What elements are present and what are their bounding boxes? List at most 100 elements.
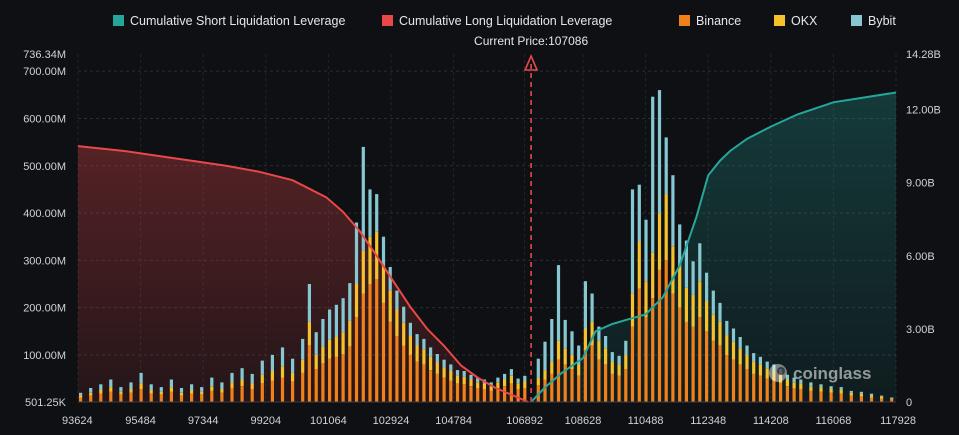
bar-binance xyxy=(476,388,480,402)
bar-binance xyxy=(368,284,372,402)
bar-bybit xyxy=(583,281,587,329)
bar-binance xyxy=(190,393,194,402)
bar-binance xyxy=(859,396,863,402)
bar-okx xyxy=(785,379,789,387)
bar-binance xyxy=(109,391,113,402)
bar-bybit xyxy=(849,390,853,393)
bar-binance xyxy=(301,372,305,402)
bar-binance xyxy=(597,359,601,402)
bar-binance xyxy=(321,363,325,402)
bar-bybit xyxy=(657,90,662,214)
y-right-tick-label: 3.00B xyxy=(906,324,935,336)
bar-okx xyxy=(455,375,460,384)
bar-okx xyxy=(402,322,406,346)
bar-okx xyxy=(119,391,123,395)
bar-okx xyxy=(809,386,813,391)
bar-bybit xyxy=(109,379,113,388)
bar-bybit xyxy=(321,319,325,347)
bar-okx xyxy=(149,389,153,394)
bar-binance xyxy=(711,340,715,402)
bar-okx xyxy=(220,389,224,393)
x-tick-label: 97344 xyxy=(188,415,219,427)
bar-okx xyxy=(129,389,133,393)
bar-binance xyxy=(388,321,392,402)
bar-bybit xyxy=(179,388,184,393)
bar-okx xyxy=(583,328,587,351)
bar-bybit xyxy=(129,382,133,389)
bar-bybit xyxy=(590,293,594,322)
current-price-arrow xyxy=(523,53,539,71)
y-left-tick-label: 400.00M xyxy=(23,208,66,220)
bar-okx xyxy=(819,387,823,392)
bar-binance xyxy=(89,395,93,402)
bar-binance xyxy=(270,380,274,402)
bar-binance xyxy=(250,389,254,402)
bar-bybit xyxy=(651,96,655,253)
short-cumulative-line xyxy=(530,91,897,403)
bar-bybit xyxy=(785,374,789,380)
bar-okx xyxy=(779,374,783,384)
bar-bybit xyxy=(381,236,386,266)
bar-bybit xyxy=(314,332,318,355)
bar-binance xyxy=(280,377,285,402)
bar-bybit xyxy=(809,382,813,387)
bar-bybit xyxy=(563,319,567,349)
bar-okx xyxy=(301,359,305,373)
bar-okx xyxy=(334,337,338,357)
bar-okx xyxy=(745,354,749,370)
bar-binance xyxy=(678,307,682,402)
bar-bybit xyxy=(260,360,264,375)
bar-binance xyxy=(489,390,493,402)
legend: Cumulative Short Liquidation Leverage Cum… xyxy=(113,14,896,28)
bar-bybit xyxy=(435,354,439,363)
bar-okx xyxy=(79,395,83,398)
bar-binance xyxy=(307,345,311,402)
bar-binance xyxy=(179,395,184,402)
bar-bybit xyxy=(489,382,493,387)
bar-binance xyxy=(691,326,695,402)
bar-okx xyxy=(429,356,433,370)
bar-binance xyxy=(698,317,702,402)
bar-bybit xyxy=(745,345,749,355)
y-left-tick-label: 501.25K xyxy=(25,397,67,409)
x-tick-label: 99204 xyxy=(251,415,282,427)
x-tick-label: 93624 xyxy=(62,415,93,427)
bar-binance xyxy=(644,317,648,402)
bar-bybit xyxy=(711,290,715,315)
bar-bybit xyxy=(301,338,305,360)
bar-binance xyxy=(785,386,789,402)
bar-okx xyxy=(348,320,352,347)
bar-bybit xyxy=(577,345,581,365)
bar-bybit xyxy=(250,373,254,384)
bar-bybit xyxy=(348,283,352,321)
bar-okx xyxy=(664,194,668,261)
bar-binance xyxy=(738,364,742,402)
y-left-tick-label: 200.00M xyxy=(23,303,66,315)
bar-bybit xyxy=(291,358,295,373)
bar-bybit xyxy=(617,355,621,365)
bar-bybit xyxy=(758,356,762,365)
bar-binance xyxy=(819,391,823,402)
y-right-tick-label: 14.28B xyxy=(906,49,941,61)
bar-binance xyxy=(469,386,473,402)
bar-okx xyxy=(476,382,480,389)
bar-bybit xyxy=(869,393,874,396)
bar-bybit xyxy=(890,397,894,399)
y-axis-right: 14.28B 12.00B 9.00B 6.00B 3.00B 0 xyxy=(906,49,941,409)
bar-bybit xyxy=(210,377,214,387)
bar-bybit xyxy=(731,328,736,342)
bar-okx xyxy=(624,354,628,370)
bar-binance xyxy=(169,391,173,402)
bar-bybit xyxy=(375,194,379,232)
bar-okx xyxy=(109,387,113,392)
bar-okx xyxy=(550,361,554,374)
bar-okx xyxy=(354,284,359,318)
bar-okx xyxy=(270,371,274,381)
bar-binance xyxy=(422,364,426,402)
bar-bybit xyxy=(408,322,412,336)
bar-binance xyxy=(129,392,133,402)
bar-binance xyxy=(462,384,466,402)
x-tick-label: 110488 xyxy=(628,415,664,427)
bar-bybit xyxy=(496,377,500,383)
